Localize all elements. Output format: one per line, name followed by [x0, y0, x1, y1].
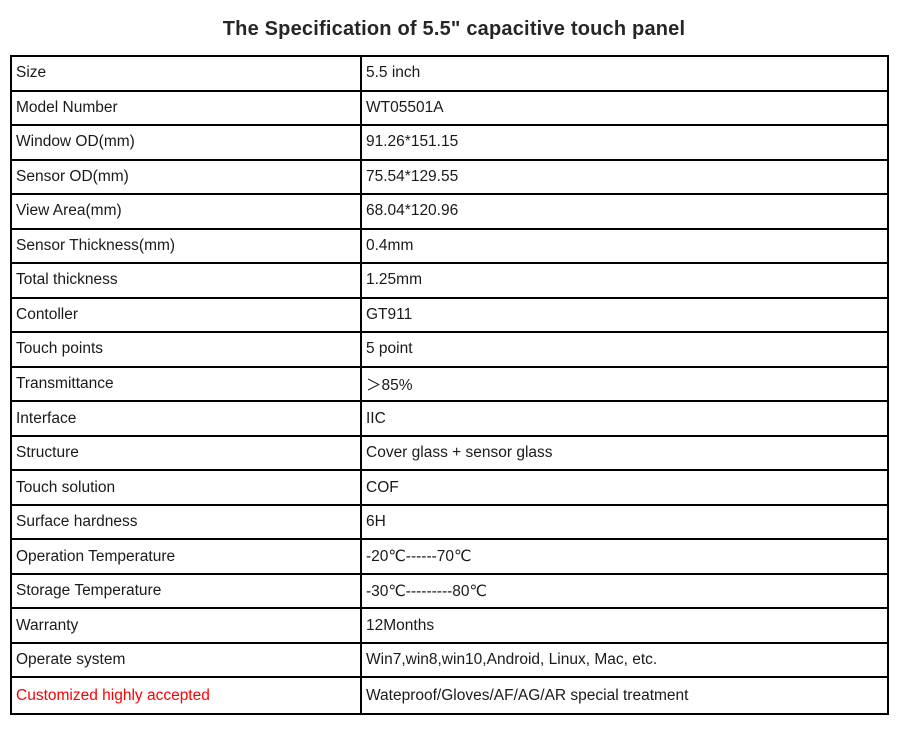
row-value: 0.4mm	[360, 229, 887, 265]
row-label: Sensor Thickness(mm)	[12, 230, 360, 265]
row-value: GT911	[360, 298, 887, 334]
row-label: Touch solution	[12, 471, 360, 506]
row-value: COF	[360, 471, 887, 506]
page-title: The Specification of 5.5" capacitive tou…	[222, 18, 686, 40]
row-label: Storage Temperature	[12, 575, 360, 610]
row-label: Transmittance	[12, 368, 360, 403]
row-value: 68.04*120.96	[360, 195, 887, 230]
row-label: Customized highly accepted	[16, 686, 210, 704]
row-value: -20℃------70℃	[360, 540, 887, 575]
row-label: View Area(mm)	[12, 195, 360, 230]
row-value: 5.5 inch	[360, 57, 887, 92]
row-label: Interface	[12, 402, 360, 437]
row-label: Touch points	[12, 333, 360, 368]
row-label: Model Number	[12, 92, 360, 127]
row-label: Operation Temperature	[12, 540, 360, 575]
row-label: Size	[12, 57, 360, 92]
row-value: WT05501A	[360, 91, 887, 127]
row-value: 1.25mm	[360, 264, 887, 299]
row-value: IIC	[360, 402, 887, 437]
row-value: 75.54*129.55	[360, 160, 887, 196]
row-value: Cover glass + sensor glass	[360, 436, 887, 472]
row-label: Total thickness	[12, 264, 360, 299]
row-value: 12Months	[360, 609, 887, 644]
row-label: Surface hardness	[12, 506, 360, 541]
row-value: -30℃---------80℃	[360, 574, 887, 610]
row-label: Contoller	[12, 299, 360, 334]
row-label: Structure	[12, 437, 360, 472]
row-value: Wateproof/Gloves/AF/AG/AR special treatm…	[360, 678, 887, 713]
row-label: Sensor OD(mm)	[12, 161, 360, 196]
row-label: Operate system	[12, 644, 360, 679]
spec-table: Size 5.5 inch Model Number WT05501A Window O…	[10, 55, 889, 715]
row-value: 6H	[360, 505, 887, 541]
row-label: Window OD(mm)	[12, 126, 360, 161]
row-value: 5 point	[360, 333, 887, 368]
row-label: Warranty	[12, 609, 360, 644]
row-value: 91.26*151.15	[360, 126, 887, 161]
row-value: Win7,win8,win10,Android, Linux, Mac, etc…	[360, 643, 887, 679]
row-value: ＞85%	[360, 367, 887, 403]
